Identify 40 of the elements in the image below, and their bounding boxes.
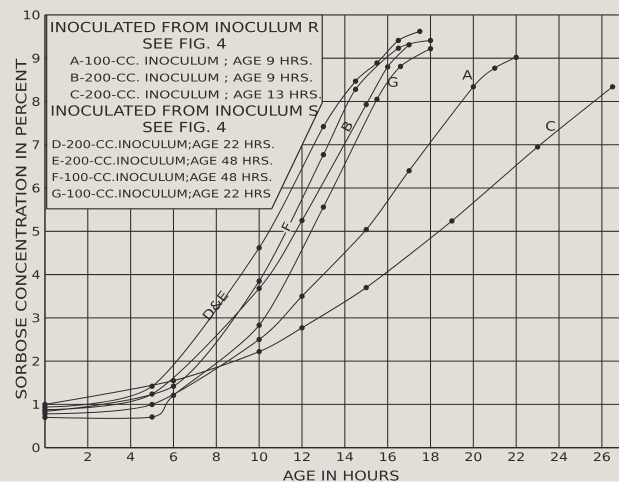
- series-label: A: [462, 70, 472, 80]
- x-tick-label: 2: [84, 452, 91, 462]
- annotation: E-200-CC.INOCULUM;AGE 48 HRS.: [52, 156, 272, 166]
- x-tick-label: 26: [594, 452, 610, 462]
- y-tick-label: 7: [32, 140, 40, 150]
- y-tick-label: 9: [32, 54, 40, 63]
- x-tick-label: 22: [508, 452, 524, 462]
- x-tick-label: 18: [423, 452, 439, 462]
- y-tick-label: 2: [32, 356, 40, 366]
- annotation: INOCULATED FROM INOCULUM R: [51, 22, 319, 33]
- x-tick-label: 4: [126, 452, 134, 462]
- x-tick-label: 8: [212, 452, 220, 462]
- annotation: D-200-CC.INOCULUM;AGE 22 HRS.: [52, 140, 274, 150]
- x-tick-label: 12: [294, 452, 310, 462]
- y-tick-label: 10: [24, 10, 40, 20]
- x-tick-label: 6: [170, 452, 178, 462]
- text: B: [340, 122, 352, 132]
- y-tick-label: 8: [32, 97, 40, 106]
- x-tick-label: 20: [465, 452, 482, 462]
- y-tick-label: 6: [32, 184, 40, 193]
- series-label: C: [546, 121, 556, 132]
- annotation: C-200-CC. INOCULUM ; AGE 13 HRS.: [70, 90, 321, 100]
- y-axis-title: SORBOSE CONCENTRATION IN PERCENT: [16, 58, 27, 399]
- annotation: SEE FIG. 4: [143, 38, 226, 49]
- x-tick-label: 16: [380, 452, 396, 462]
- annotation: A-100-CC. INOCULUM ; AGE 9 HRS.: [70, 56, 312, 66]
- annotation: G-100-CC.INOCULUM;AGE 22 HRS: [52, 190, 270, 199]
- x-axis-title: AGE IN HOURS: [283, 470, 399, 481]
- y-tick-label: 0: [32, 443, 40, 452]
- y-tick-label: 4: [32, 270, 40, 280]
- y-tick-label: 5: [32, 227, 40, 236]
- annotation: F-100-CC.INOCULUM;AGE 48 HRS.: [52, 173, 272, 182]
- y-tick-label: 3: [32, 314, 40, 323]
- x-tick-label: 14: [337, 452, 354, 462]
- y-tick-label: 1: [33, 400, 40, 409]
- x-tick-label: 10: [252, 452, 268, 462]
- annotation: B-200-CC. INOCULUM ; AGE 9 HRS.: [71, 74, 312, 83]
- x-tick-label: 24: [551, 452, 568, 462]
- annotation: SEE FIG. 4: [143, 122, 226, 133]
- text: F: [281, 222, 290, 232]
